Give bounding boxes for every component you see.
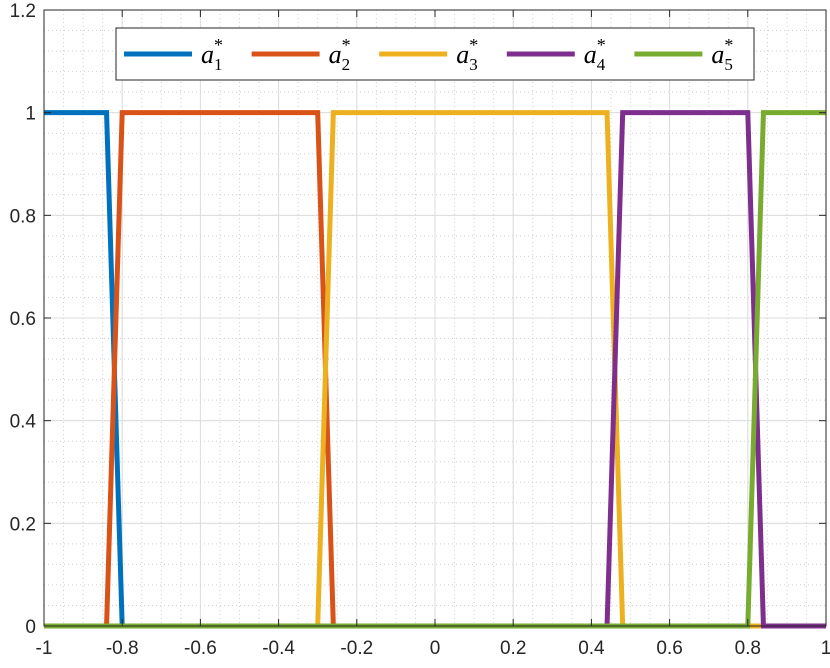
- x-tick-label: -0.8: [106, 638, 139, 659]
- x-tick-label: 1: [821, 638, 830, 659]
- x-tick-label: -0.2: [340, 638, 373, 659]
- y-tick-label: 1: [25, 104, 36, 125]
- legend-label-3: a* 3: [456, 35, 478, 74]
- legend-label-4: a* 4: [584, 35, 606, 74]
- y-tick-label: 1.2: [10, 1, 36, 22]
- x-tick-label: 0.2: [500, 638, 526, 659]
- legend-label-5: a* 5: [711, 35, 733, 74]
- y-tick-label: 0.4: [10, 412, 37, 433]
- legend: a* 1 a* 2 a* 3 a* 4 a* 5: [115, 27, 755, 81]
- x-tick-label: -1: [36, 638, 53, 659]
- legend-label-2: a* 2: [329, 35, 351, 74]
- x-tick-label: -0.6: [184, 638, 217, 659]
- y-tick-label: 0: [25, 617, 36, 638]
- x-tick-label: -0.4: [262, 638, 295, 659]
- legend-label-1: a* 1: [201, 35, 223, 74]
- y-tick-label: 0.6: [10, 309, 36, 330]
- y-tick-label: 0.2: [10, 514, 36, 535]
- x-tick-label: 0.6: [656, 638, 682, 659]
- y-tick-label: 0.8: [10, 206, 36, 227]
- x-tick-label: 0.8: [735, 638, 761, 659]
- x-tick-label: 0: [430, 638, 441, 659]
- ticks: -1 -0.8 -0.6 -0.4 -0.2 0 0.2 0.4 0.6 0.8 1 0 0.2 0.4 0…: [10, 1, 830, 659]
- x-tick-label: 0.4: [578, 638, 605, 659]
- grid: [43, 9, 827, 627]
